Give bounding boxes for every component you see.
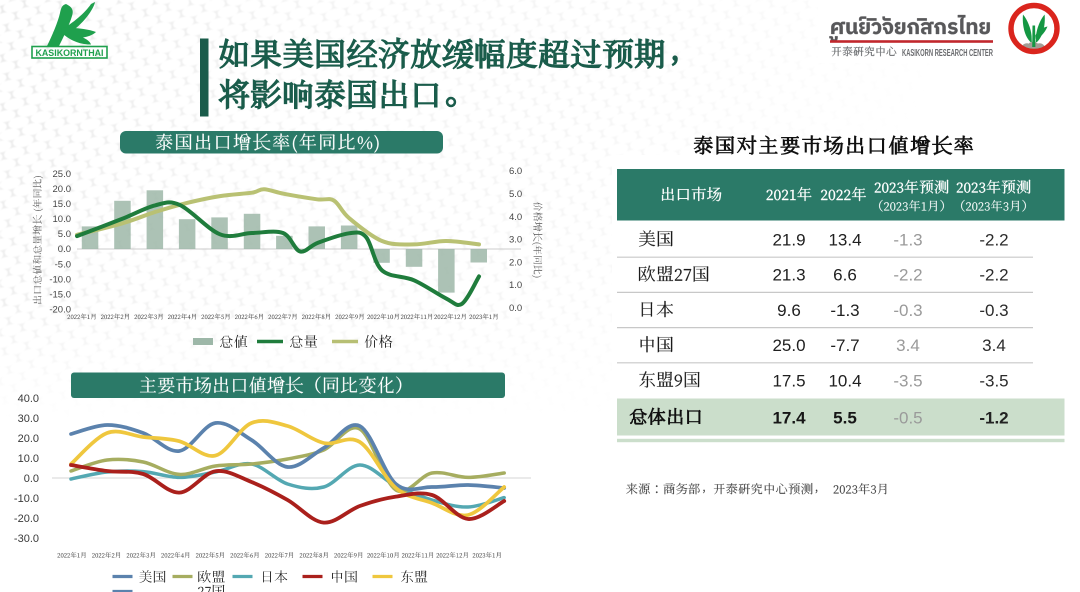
svg-text:20.0: 20.0 — [18, 433, 39, 445]
svg-text:-5.0: -5.0 — [55, 259, 71, 270]
svg-text:40.0: 40.0 — [18, 393, 39, 405]
svg-text:0.0: 0.0 — [58, 244, 71, 255]
svg-text:5.0: 5.0 — [58, 229, 71, 240]
svg-text:3.4: 3.4 — [896, 336, 920, 355]
svg-text:9.6: 9.6 — [777, 301, 801, 320]
svg-text:10.4: 10.4 — [828, 371, 861, 390]
svg-text:-10.0: -10.0 — [49, 274, 71, 285]
svg-text:-3.5: -3.5 — [893, 371, 922, 390]
svg-text:25.0: 25.0 — [772, 336, 805, 355]
svg-text:10.0: 10.0 — [53, 214, 72, 225]
svg-text:30.0: 30.0 — [18, 413, 39, 425]
svg-text:-1.3: -1.3 — [830, 301, 859, 320]
svg-text:3.0: 3.0 — [509, 235, 522, 246]
svg-text:-20.0: -20.0 — [49, 304, 71, 315]
svg-text:-0.5: -0.5 — [893, 409, 922, 428]
svg-text:-10.0: -10.0 — [14, 493, 39, 505]
svg-text:-2.2: -2.2 — [979, 266, 1008, 285]
svg-text:-3.5: -3.5 — [979, 371, 1008, 390]
svg-text:-0.3: -0.3 — [893, 301, 922, 320]
svg-text:4.0: 4.0 — [509, 212, 522, 223]
svg-text:21.9: 21.9 — [772, 231, 805, 250]
svg-text:17.5: 17.5 — [772, 371, 805, 390]
svg-text:2.0: 2.0 — [509, 257, 522, 268]
svg-text:25.0: 25.0 — [53, 169, 72, 180]
svg-text:15.0: 15.0 — [53, 199, 72, 210]
svg-text:0.0: 0.0 — [24, 473, 39, 485]
svg-text:6.0: 6.0 — [509, 166, 522, 177]
svg-text:13.4: 13.4 — [828, 231, 861, 250]
svg-text:-2.2: -2.2 — [979, 231, 1008, 250]
svg-text:5.5: 5.5 — [833, 409, 857, 428]
svg-text:-15.0: -15.0 — [49, 289, 71, 300]
svg-text:20.0: 20.0 — [53, 184, 72, 195]
svg-text:0.0: 0.0 — [509, 303, 522, 314]
svg-text:3.4: 3.4 — [982, 336, 1006, 355]
svg-text:-1.3: -1.3 — [893, 231, 922, 250]
svg-text:-20.0: -20.0 — [14, 513, 39, 525]
svg-text:-7.7: -7.7 — [830, 336, 859, 355]
svg-text:KASIKORN RESEARCH CENTER: KASIKORN RESEARCH CENTER — [902, 47, 993, 59]
svg-text:-1.2: -1.2 — [979, 409, 1008, 428]
svg-text:10.0: 10.0 — [18, 453, 39, 465]
svg-text:21.3: 21.3 — [772, 266, 805, 285]
svg-text:-2.2: -2.2 — [893, 266, 922, 285]
svg-text:17.4: 17.4 — [772, 409, 806, 428]
svg-text:1.0: 1.0 — [509, 280, 522, 291]
svg-text:KASIKORNTHAI: KASIKORNTHAI — [36, 48, 104, 58]
svg-text:-30.0: -30.0 — [14, 533, 39, 545]
svg-text:6.6: 6.6 — [833, 266, 857, 285]
svg-text:-0.3: -0.3 — [979, 301, 1008, 320]
svg-text:5.0: 5.0 — [509, 189, 522, 200]
